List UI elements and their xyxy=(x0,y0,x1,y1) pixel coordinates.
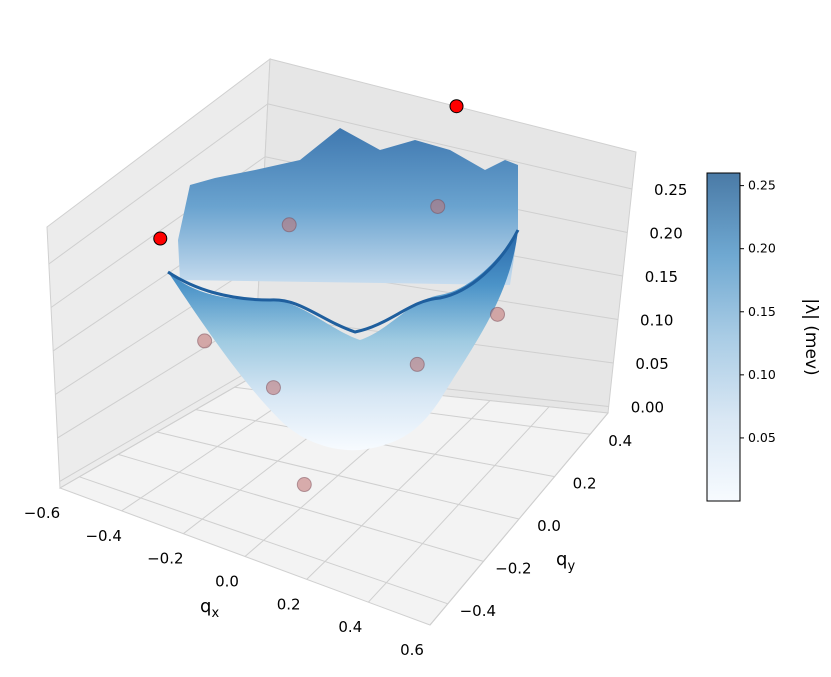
colorbar-label: |λ| (mev) xyxy=(801,298,821,375)
y-tick-label: 0.4 xyxy=(608,432,632,450)
y-grid-line xyxy=(79,476,448,605)
y-axis-label: qy xyxy=(556,549,575,574)
x-tick-label: −0.6 xyxy=(24,504,60,522)
colorbar-ticks: 0.05 0.10 0.15 0.20 0.25 xyxy=(740,178,776,445)
z-tick-label: 0.15 xyxy=(645,268,678,286)
colorbar-tick-label: 0.25 xyxy=(748,178,776,193)
z-tick-label: 0.25 xyxy=(654,181,687,199)
colorbar-tick-label: 0.05 xyxy=(748,430,776,445)
z-grid-line-side xyxy=(55,261,261,395)
colorbar-tick-label: 0.20 xyxy=(748,241,776,256)
faint-marker xyxy=(281,217,297,233)
colorbar: 0.05 0.10 0.15 0.20 0.25 |λ| (mev) xyxy=(706,172,821,502)
x-axis-label: qx xyxy=(200,596,219,621)
x-tick-label: 0.4 xyxy=(338,618,362,636)
x-tick-label: −0.2 xyxy=(147,550,183,568)
x-tick-label: −0.4 xyxy=(85,527,121,545)
faint-marker xyxy=(265,380,281,396)
colorbar-gradient xyxy=(706,172,741,502)
z-grid-line-side xyxy=(48,103,269,265)
y-tick-label: 0.2 xyxy=(573,475,597,493)
z-tick-label: 0.05 xyxy=(635,355,668,373)
surface-back-rim xyxy=(178,128,518,285)
faint-marker xyxy=(430,198,446,214)
z-tick-label: 0.20 xyxy=(649,224,682,242)
z-grid-line-back xyxy=(267,103,633,190)
faint-marker xyxy=(490,306,506,322)
surface-front-rim xyxy=(167,229,520,334)
faint-marker xyxy=(197,333,213,349)
z-grid-line-side xyxy=(59,367,255,482)
markers xyxy=(153,99,506,493)
colorbar-tick-label: 0.15 xyxy=(748,304,776,319)
y-tick-label: −0.4 xyxy=(460,602,496,620)
colorbar-tick-label: 0.10 xyxy=(748,367,776,382)
surface-bowl xyxy=(168,230,518,451)
y-grid-line xyxy=(156,431,520,520)
z-tick-label: 0.10 xyxy=(640,311,673,329)
z-tick-label: 0.00 xyxy=(631,398,664,416)
y-tick-label: 0.0 xyxy=(537,517,561,535)
x-tick-label: 0.0 xyxy=(215,573,239,591)
y-tick-label: −0.2 xyxy=(495,559,531,577)
faint-marker xyxy=(409,356,425,372)
y-grid-line xyxy=(118,453,484,562)
x-tick-label: 0.2 xyxy=(277,595,301,613)
red-marker xyxy=(153,231,168,246)
red-marker xyxy=(449,99,464,114)
tick-labels: −0.6 −0.4 −0.2 0.0 0.2 0.4 0.6 −0.4 −0.2 0.0 0.2 0.… xyxy=(24,181,688,659)
surface xyxy=(167,128,520,451)
x-tick-label: 0.6 xyxy=(400,641,424,659)
faint-marker xyxy=(296,477,312,493)
